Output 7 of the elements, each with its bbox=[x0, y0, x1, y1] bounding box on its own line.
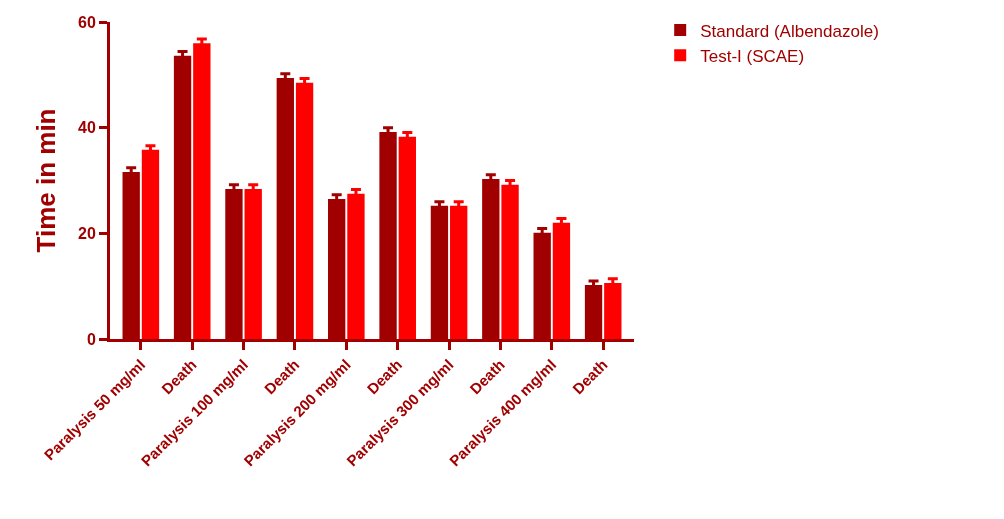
y-tick-label: 40 bbox=[78, 119, 96, 137]
legend-label: Test-I (SCAE) bbox=[700, 46, 805, 66]
legend-label: Standard (Albendazole) bbox=[700, 21, 879, 41]
y-tick-label: 60 bbox=[78, 13, 96, 31]
y-tick-label: 20 bbox=[78, 224, 96, 242]
y-tick-label: 0 bbox=[86, 330, 96, 348]
y-axis-title: Time in min bbox=[31, 108, 62, 253]
